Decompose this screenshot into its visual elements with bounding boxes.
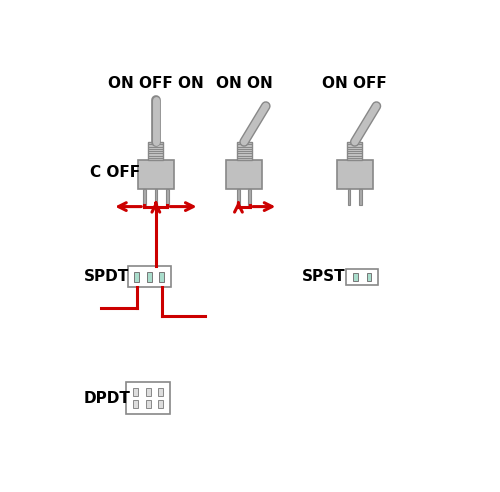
Bar — [354, 273, 358, 280]
Bar — [134, 388, 138, 396]
Bar — [154, 189, 157, 205]
Bar — [147, 272, 152, 281]
Bar — [158, 400, 163, 408]
Text: SPDT: SPDT — [84, 270, 129, 284]
Bar — [146, 388, 150, 396]
Bar — [138, 160, 174, 189]
Bar — [237, 189, 240, 205]
Bar — [128, 267, 171, 287]
Bar — [166, 189, 168, 205]
Bar — [226, 160, 262, 189]
Bar — [146, 400, 150, 408]
Bar — [367, 273, 371, 280]
Bar — [134, 400, 138, 408]
Bar — [337, 160, 372, 189]
Bar — [346, 269, 378, 285]
Bar — [158, 388, 163, 396]
Bar — [236, 142, 252, 160]
Bar — [160, 272, 164, 281]
Text: DPDT: DPDT — [84, 391, 131, 405]
Text: C OFF: C OFF — [90, 165, 140, 180]
Bar — [347, 142, 362, 160]
Bar — [143, 189, 146, 205]
Text: ON OFF ON: ON OFF ON — [108, 76, 204, 91]
Bar — [248, 189, 251, 205]
Bar — [134, 272, 140, 281]
Bar — [126, 382, 170, 414]
Bar — [348, 189, 350, 205]
Text: SPST: SPST — [302, 270, 346, 284]
Text: ON OFF: ON OFF — [322, 76, 387, 91]
Bar — [148, 142, 164, 160]
Bar — [359, 189, 362, 205]
Text: ON ON: ON ON — [216, 76, 272, 91]
